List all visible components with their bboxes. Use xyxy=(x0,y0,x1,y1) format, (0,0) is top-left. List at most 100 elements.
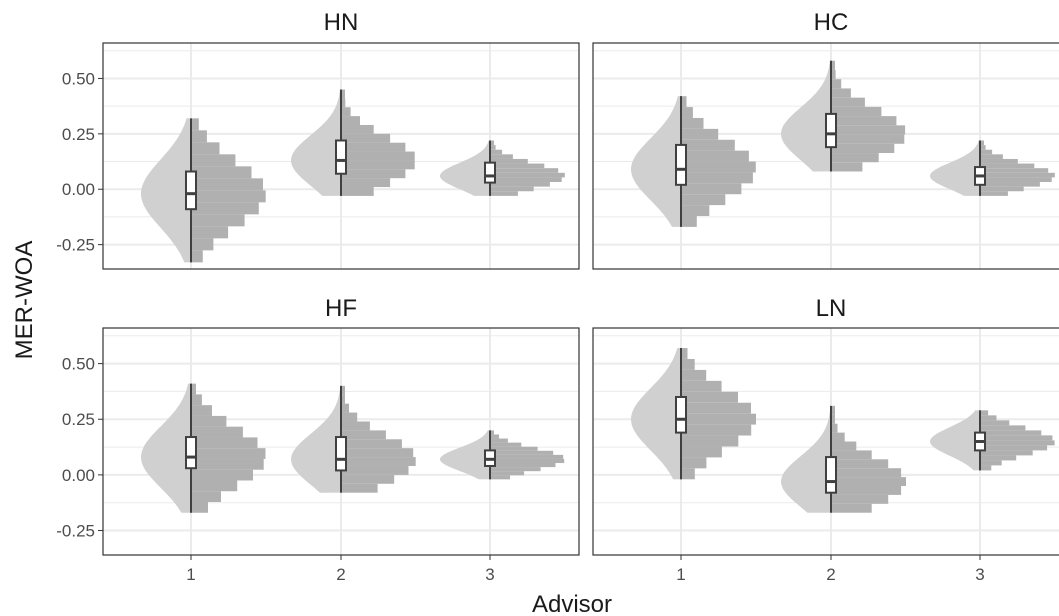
histogram-bar xyxy=(191,154,235,166)
histogram-bar xyxy=(980,415,997,420)
box-iqr xyxy=(676,397,686,433)
histogram-bar xyxy=(980,455,1016,460)
histogram-bar xyxy=(980,173,1055,178)
histogram-bar xyxy=(681,403,751,414)
histogram-bar xyxy=(490,455,563,459)
histogram-bar xyxy=(681,151,749,162)
y-tick-label: 0.50 xyxy=(62,69,95,88)
histogram-bar xyxy=(831,459,888,468)
histogram-bar xyxy=(681,107,693,118)
histogram-bar xyxy=(980,450,1033,455)
histogram-bar xyxy=(980,168,1048,173)
x-tick-label: 1 xyxy=(186,565,195,584)
histogram-bar xyxy=(681,216,697,227)
histogram-bar xyxy=(490,150,502,155)
y-tick-label: 0.25 xyxy=(62,410,95,429)
histogram-bar xyxy=(191,226,228,238)
histogram-bar xyxy=(341,413,357,422)
box-iqr xyxy=(336,140,346,173)
histogram-bar xyxy=(490,177,562,182)
histogram-bar xyxy=(980,182,1040,187)
histogram-bar xyxy=(831,107,881,116)
histogram-bar xyxy=(191,427,243,438)
x-tick-label: 3 xyxy=(485,565,494,584)
histogram-bar xyxy=(191,178,263,190)
histogram-bar xyxy=(980,460,1002,465)
histogram-bar xyxy=(980,159,1018,164)
histogram-bar xyxy=(681,118,704,129)
histogram-bar xyxy=(341,475,394,484)
x-tick-label: 2 xyxy=(336,565,345,584)
histogram-bar xyxy=(980,440,1055,445)
histogram-bar xyxy=(490,471,524,475)
histogram-bar xyxy=(191,250,203,262)
histogram-bar xyxy=(681,447,722,458)
x-tick-label: 1 xyxy=(676,565,685,584)
panel-hc: HC xyxy=(593,9,1059,269)
histogram-bar xyxy=(831,442,856,451)
histogram-bar xyxy=(980,164,1034,169)
histogram-bar xyxy=(341,466,409,475)
histogram-bar xyxy=(341,178,390,187)
histogram-bar xyxy=(490,191,518,196)
histogram-bar xyxy=(341,125,374,134)
histogram-bar xyxy=(341,160,415,169)
histogram-bar xyxy=(341,404,349,413)
histogram-bar xyxy=(980,150,992,155)
box-iqr xyxy=(826,114,836,147)
histogram-bar xyxy=(341,484,378,493)
histogram-bar xyxy=(681,436,738,447)
box-iqr xyxy=(676,145,686,185)
panel-hn: HN 0.50 0.25 0.00 -0.25 xyxy=(56,9,579,269)
histogram-bar xyxy=(831,504,872,513)
histogram-bar xyxy=(191,130,207,142)
histogram-bar xyxy=(681,425,751,436)
histogram-bar xyxy=(191,405,212,416)
histogram-bar xyxy=(490,154,513,159)
histogram-bar xyxy=(831,144,894,153)
histogram-bar xyxy=(980,154,1003,159)
histogram-bar xyxy=(191,480,237,491)
histogram-bar xyxy=(191,202,259,214)
histogram-bar xyxy=(681,381,722,392)
y-tick-label: -0.25 xyxy=(56,522,95,541)
histogram-bar xyxy=(191,166,252,178)
x-axis-title: Advisor xyxy=(532,591,612,616)
histogram-bar xyxy=(681,392,738,403)
histogram-bar xyxy=(490,443,521,447)
histogram-bar xyxy=(681,183,741,194)
y-axis-title: MER-WOA xyxy=(11,241,38,360)
histogram-bar xyxy=(341,116,360,125)
histogram-bar xyxy=(191,142,220,154)
histogram-bar xyxy=(191,416,226,427)
histogram-bar xyxy=(681,162,756,173)
histogram-bar xyxy=(490,168,558,173)
histogram-bar xyxy=(191,190,266,202)
histogram-bar xyxy=(980,187,1024,192)
histogram-bar xyxy=(490,451,553,455)
histogram-bar xyxy=(490,182,550,187)
histogram-bar xyxy=(341,439,402,448)
histogram-bar xyxy=(490,463,556,467)
y-tick-label: -0.25 xyxy=(56,236,95,255)
histogram-bar xyxy=(980,425,1025,430)
histogram-bar xyxy=(490,439,508,443)
histogram-bar xyxy=(831,433,845,442)
histogram-bar xyxy=(831,486,901,495)
y-tick-label: 0.50 xyxy=(62,355,95,374)
histogram-bar xyxy=(341,143,405,152)
histogram-bar xyxy=(191,491,221,502)
histogram-bar xyxy=(191,214,245,226)
histogram-bar xyxy=(831,79,841,88)
histogram-bar xyxy=(980,445,1047,450)
histogram-bar xyxy=(490,187,534,192)
histogram-bar xyxy=(831,135,904,144)
histogram-bar xyxy=(191,118,199,130)
histogram-bar xyxy=(490,434,499,438)
histogram-bar xyxy=(681,457,706,468)
histogram-bar xyxy=(341,169,405,178)
histogram-bar xyxy=(341,152,415,161)
y-tick-label: 0.00 xyxy=(62,180,95,199)
histogram-bar xyxy=(980,430,1041,435)
histogram-bar xyxy=(831,98,865,107)
